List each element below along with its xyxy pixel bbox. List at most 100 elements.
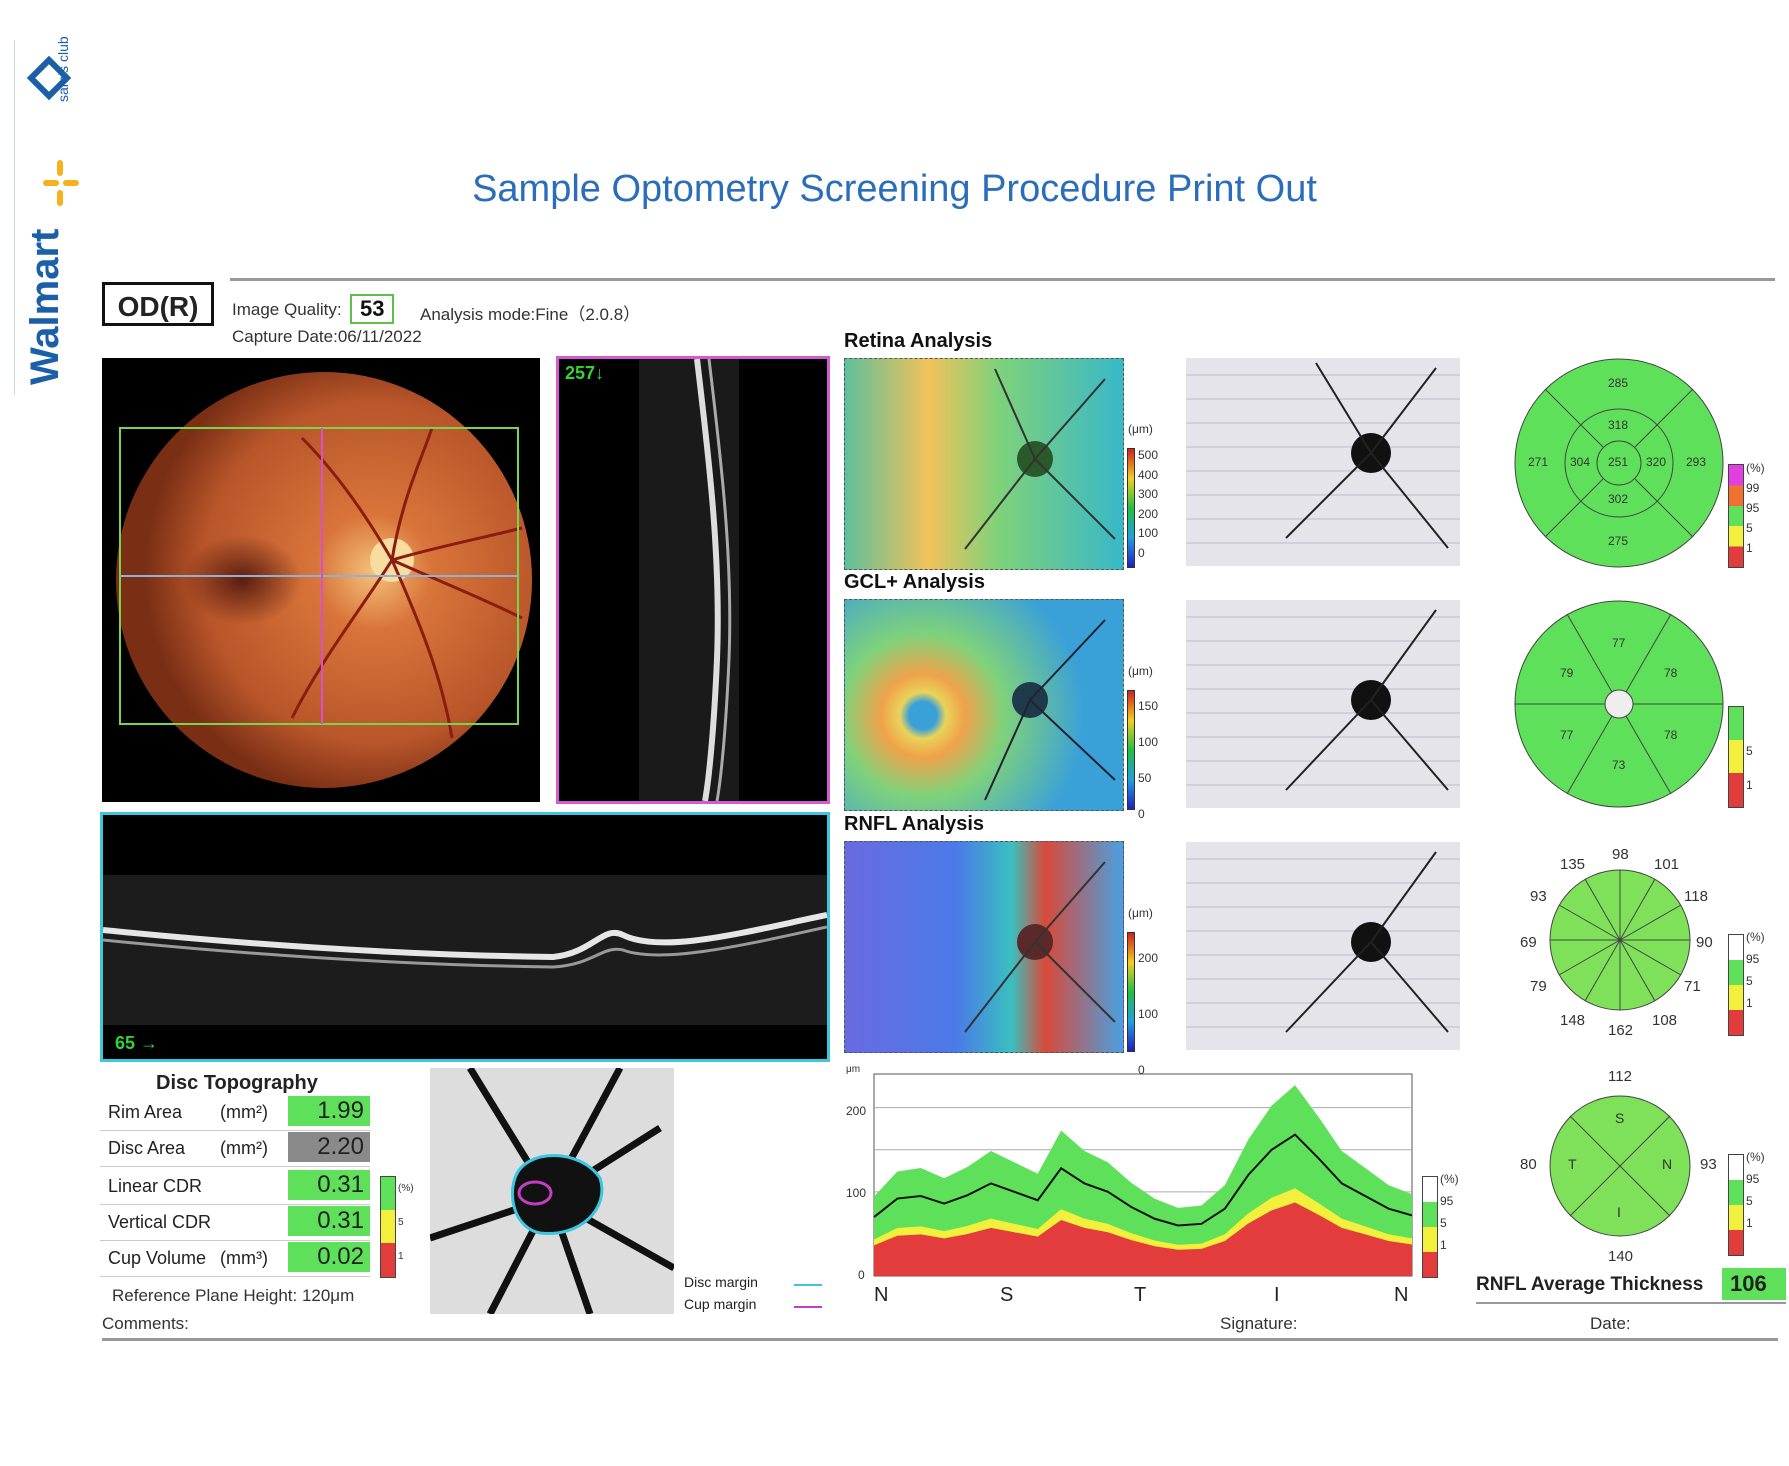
legend-tick: 5 bbox=[398, 1217, 404, 1228]
gcl-norm-legend-ticks: 5 1 bbox=[1746, 734, 1753, 802]
chart-x-label: N bbox=[1394, 1284, 1409, 1306]
metric-unit: (mm³) bbox=[220, 1248, 268, 1268]
metric-unit: (mm²) bbox=[220, 1102, 268, 1122]
rnfl-quadrant-value: 80 bbox=[1520, 1156, 1537, 1173]
retina-value: 320 bbox=[1646, 455, 1667, 469]
legend-tick: 1 bbox=[1746, 541, 1753, 555]
rnfl-clock-legend bbox=[1728, 934, 1744, 1036]
rnfl-quadrant-legend bbox=[1728, 1154, 1744, 1256]
rnfl-quadrant-value: 112 bbox=[1608, 1068, 1632, 1085]
disc-margin-label: Disc margin bbox=[684, 1274, 758, 1290]
abnormal-band bbox=[874, 1202, 1412, 1276]
legend-tick: (%) bbox=[1746, 930, 1765, 944]
cup-margin-swatch bbox=[794, 1306, 822, 1308]
legend-tick: 99 bbox=[1746, 481, 1760, 495]
gcl-sector-grid: 77 79 78 77 78 73 bbox=[1514, 600, 1724, 808]
legend-tick: 1 bbox=[1440, 1238, 1447, 1252]
retina-value: 285 bbox=[1608, 376, 1629, 390]
legend-tick: (%) bbox=[1746, 461, 1765, 475]
legend-tick: 5 bbox=[1746, 1194, 1753, 1208]
metric-label: Cup Volume bbox=[108, 1248, 207, 1268]
disc-norm-legend-ticks: (%) 5 1 bbox=[398, 1172, 414, 1274]
chart-x-label: I bbox=[1274, 1284, 1280, 1306]
chart-y-unit: μm bbox=[846, 1064, 861, 1075]
gcl-scale-unit: (μm) bbox=[1128, 664, 1153, 678]
rnfl-deviation-graphic bbox=[1285, 851, 1449, 1033]
metric-label: Linear CDR bbox=[108, 1176, 203, 1196]
signature-label: Signature: bbox=[1220, 1314, 1298, 1333]
scale-tick: 50 bbox=[1138, 771, 1152, 785]
legend-tick: 5 bbox=[1440, 1216, 1447, 1230]
rnfl-clock-value: 90 bbox=[1696, 934, 1713, 951]
disc-topography-title: Disc Topography bbox=[156, 1072, 318, 1094]
gcl-color-scale bbox=[1127, 690, 1135, 810]
scale-tick: 150 bbox=[1138, 699, 1159, 713]
walmart-spark-icon bbox=[43, 160, 79, 206]
page-title: Sample Optometry Screening Procedure Pri… bbox=[472, 168, 1317, 210]
sams-club-text: sam's club bbox=[55, 36, 71, 102]
chart-x-label: N bbox=[874, 1284, 889, 1306]
retina-value: 293 bbox=[1686, 455, 1707, 469]
quadrant-letter: N bbox=[1662, 1156, 1673, 1172]
tsnit-graphic bbox=[873, 1073, 1413, 1277]
rnfl-color-scale bbox=[1127, 932, 1135, 1052]
rnfl-clock-value: 101 bbox=[1654, 856, 1680, 873]
retina-value: 271 bbox=[1528, 455, 1549, 469]
tsnit-norm-legend bbox=[1422, 1176, 1438, 1278]
optic-disc-graphic bbox=[428, 1066, 676, 1316]
metric-value: 2.20 bbox=[288, 1132, 370, 1162]
fundus-image bbox=[102, 358, 540, 802]
gcl-norm-legend bbox=[1728, 706, 1744, 808]
legend-tick: (%) bbox=[1746, 1150, 1765, 1164]
rnfl-profile-line bbox=[873, 1133, 1413, 1227]
legend-tick: 95 bbox=[1746, 952, 1760, 966]
sams-club-logo bbox=[26, 55, 72, 101]
scale-tick: 200 bbox=[1138, 506, 1159, 521]
tsnit-chart: μm 200 100 0 N S T I N bbox=[838, 1064, 1428, 1324]
metric-label: Rim Area bbox=[108, 1102, 183, 1122]
rnfl-average-value: 106 μ bbox=[1722, 1268, 1786, 1300]
rnfl-clock-value: 135 bbox=[1560, 856, 1586, 873]
vertical-bscan: 257↓ bbox=[556, 356, 830, 804]
scale-tick: 0 bbox=[1138, 1063, 1145, 1077]
eye-label: OD(R) bbox=[102, 282, 214, 326]
metric-value: 1.99 bbox=[288, 1096, 370, 1126]
retina-deviation-map bbox=[1186, 358, 1460, 566]
retina-etdrs-graphic bbox=[1514, 358, 1724, 568]
gcl-analysis-label: GCL+ Analysis bbox=[844, 571, 985, 593]
image-quality-label: Image Quality: bbox=[232, 300, 342, 319]
metric-row: Vertical CDR 0.31 bbox=[100, 1206, 370, 1241]
rnfl-quadrant-chart: 112 80 93 140 S T N I bbox=[1520, 1066, 1720, 1266]
retina-analysis-label: Retina Analysis bbox=[844, 330, 993, 352]
retina-deviation-graphic bbox=[1285, 362, 1449, 549]
scale-tick: 200 bbox=[1138, 951, 1159, 965]
metric-unit: (mm²) bbox=[220, 1138, 268, 1158]
rnfl-clock-legend-ticks: (%) 95 5 1 bbox=[1746, 926, 1765, 1014]
retina-value: 251 bbox=[1608, 455, 1629, 469]
legend-tick: 5 bbox=[1746, 521, 1753, 535]
retina-heatmap bbox=[844, 358, 1124, 570]
rnfl-average-underline bbox=[1476, 1302, 1786, 1304]
retina-norm-legend bbox=[1728, 464, 1744, 568]
metric-label: Vertical CDR bbox=[108, 1212, 212, 1232]
quadrant-letter: T bbox=[1568, 1156, 1577, 1172]
scale-tick: 100 bbox=[1138, 526, 1159, 541]
brand-logos bbox=[26, 55, 79, 206]
rnfl-deviation-map bbox=[1186, 842, 1460, 1050]
quadrant-letter: I bbox=[1617, 1204, 1621, 1220]
gcl-deviation-graphic bbox=[1285, 609, 1449, 791]
metric-row: Cup Volume (mm³) 0.02 bbox=[100, 1242, 370, 1277]
gcl-heatmap bbox=[844, 599, 1124, 811]
header-divider bbox=[230, 278, 1775, 281]
rnfl-clock-value: 71 bbox=[1684, 978, 1701, 995]
vertical-scan-marker: 257↓ bbox=[565, 363, 605, 383]
horizontal-bscan: 65 → bbox=[100, 812, 830, 1062]
horizontal-bscan-graphic bbox=[103, 875, 827, 1025]
rnfl-clock-value: 162 bbox=[1608, 1022, 1634, 1039]
gcl-value: 77 bbox=[1560, 728, 1574, 742]
rnfl-quadrant-value: 93 bbox=[1700, 1156, 1717, 1173]
gcl-value: 78 bbox=[1664, 728, 1678, 742]
scale-tick: 400 bbox=[1138, 467, 1159, 482]
date-label: Date: bbox=[1590, 1314, 1631, 1333]
gcl-value: 77 bbox=[1612, 636, 1626, 650]
